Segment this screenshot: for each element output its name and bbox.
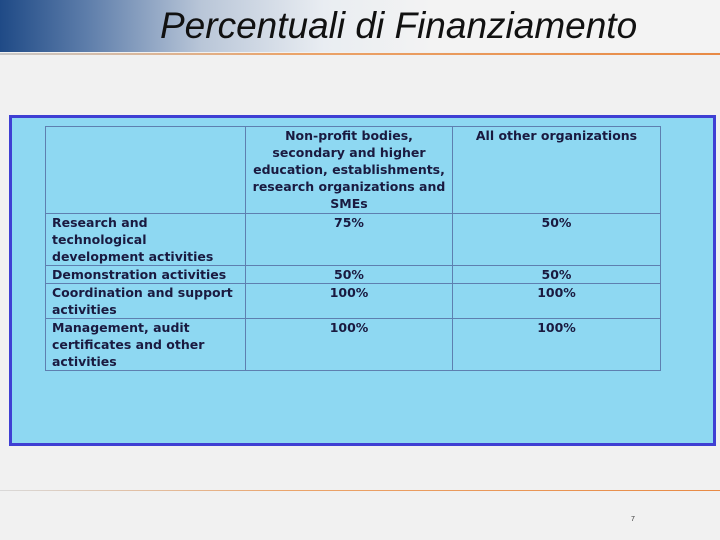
header-cell-non-profit: Non-profit bodies, secondary and higher …: [245, 126, 453, 214]
non-profit-rate-cell: 75%: [245, 213, 453, 266]
activity-cell: Demonstration activities: [45, 265, 246, 284]
page-number: 7: [631, 516, 635, 523]
other-rate-cell: 100%: [452, 318, 661, 371]
non-profit-rate-cell: 100%: [245, 283, 453, 319]
table-row: Research and technological development a…: [45, 213, 661, 266]
slide-title: Percentuali di Finanziamento: [160, 5, 638, 46]
footer-divider: [0, 490, 720, 491]
header-divider: [0, 53, 720, 55]
other-rate-cell: 100%: [452, 283, 661, 319]
table-panel: Non-profit bodies, secondary and higher …: [9, 115, 716, 446]
header-cell-other: All other organizations: [452, 126, 661, 214]
header-band: [0, 0, 720, 52]
non-profit-rate-cell: 50%: [245, 265, 453, 284]
table-row: Coordination and support activities 100%…: [45, 283, 661, 319]
other-rate-cell: 50%: [452, 213, 661, 266]
activity-cell: Coordination and support activities: [45, 283, 246, 319]
other-rate-cell: 50%: [452, 265, 661, 284]
activity-cell: Management, audit certificates and other…: [45, 318, 246, 371]
table-row: Demonstration activities 50% 50%: [45, 265, 661, 284]
header-cell-empty: [45, 126, 246, 214]
activity-cell: Research and technological development a…: [45, 213, 246, 266]
table-header-row: Non-profit bodies, secondary and higher …: [45, 126, 661, 214]
non-profit-rate-cell: 100%: [245, 318, 453, 371]
table-row: Management, audit certificates and other…: [45, 318, 661, 371]
funding-table: Non-profit bodies, secondary and higher …: [45, 126, 661, 371]
